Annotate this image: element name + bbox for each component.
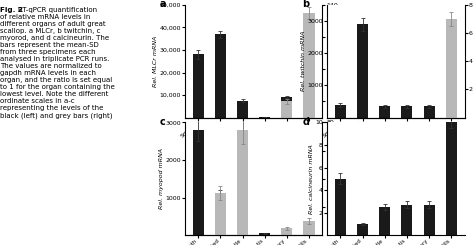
Y-axis label: Rel. MLCr mRNA: Rel. MLCr mRNA (153, 36, 158, 87)
Bar (446, 114, 457, 118)
Bar (401, 205, 412, 235)
Bar (423, 205, 435, 235)
Bar (303, 221, 315, 235)
Bar (192, 130, 204, 235)
Bar (379, 207, 390, 235)
Bar (357, 24, 368, 118)
Bar (335, 105, 346, 118)
Text: d: d (302, 117, 310, 127)
Y-axis label: Rel. calcineurin mRNA: Rel. calcineurin mRNA (309, 144, 314, 214)
Bar (237, 101, 248, 118)
Bar (215, 194, 226, 235)
Bar (259, 233, 270, 235)
Bar (215, 193, 226, 235)
Bar (281, 233, 292, 235)
Text: a: a (160, 0, 167, 9)
Bar (446, 19, 457, 118)
Bar (303, 13, 315, 118)
Bar (281, 228, 292, 235)
Bar (281, 101, 292, 118)
Text: c: c (160, 117, 166, 127)
Text: Fig. 2: Fig. 2 (0, 7, 26, 13)
Bar (215, 34, 226, 118)
Y-axis label: Rel. myopod mRNA: Rel. myopod mRNA (159, 148, 164, 209)
Bar (335, 179, 346, 235)
Bar (379, 106, 390, 118)
Bar (423, 106, 435, 118)
Bar (281, 97, 292, 118)
Bar (401, 106, 412, 118)
Bar (446, 122, 457, 235)
Bar (192, 54, 204, 118)
Text: b: b (302, 0, 310, 9)
Bar (357, 224, 368, 235)
Bar (303, 224, 315, 235)
Text: RT-qPCR quantification
of relative mRNA levels in
different organs of adult grea: RT-qPCR quantification of relative mRNA … (0, 7, 115, 119)
Bar (237, 130, 248, 235)
Y-axis label: Rel. twitchin mRNA: Rel. twitchin mRNA (301, 31, 306, 91)
Bar (237, 130, 248, 235)
